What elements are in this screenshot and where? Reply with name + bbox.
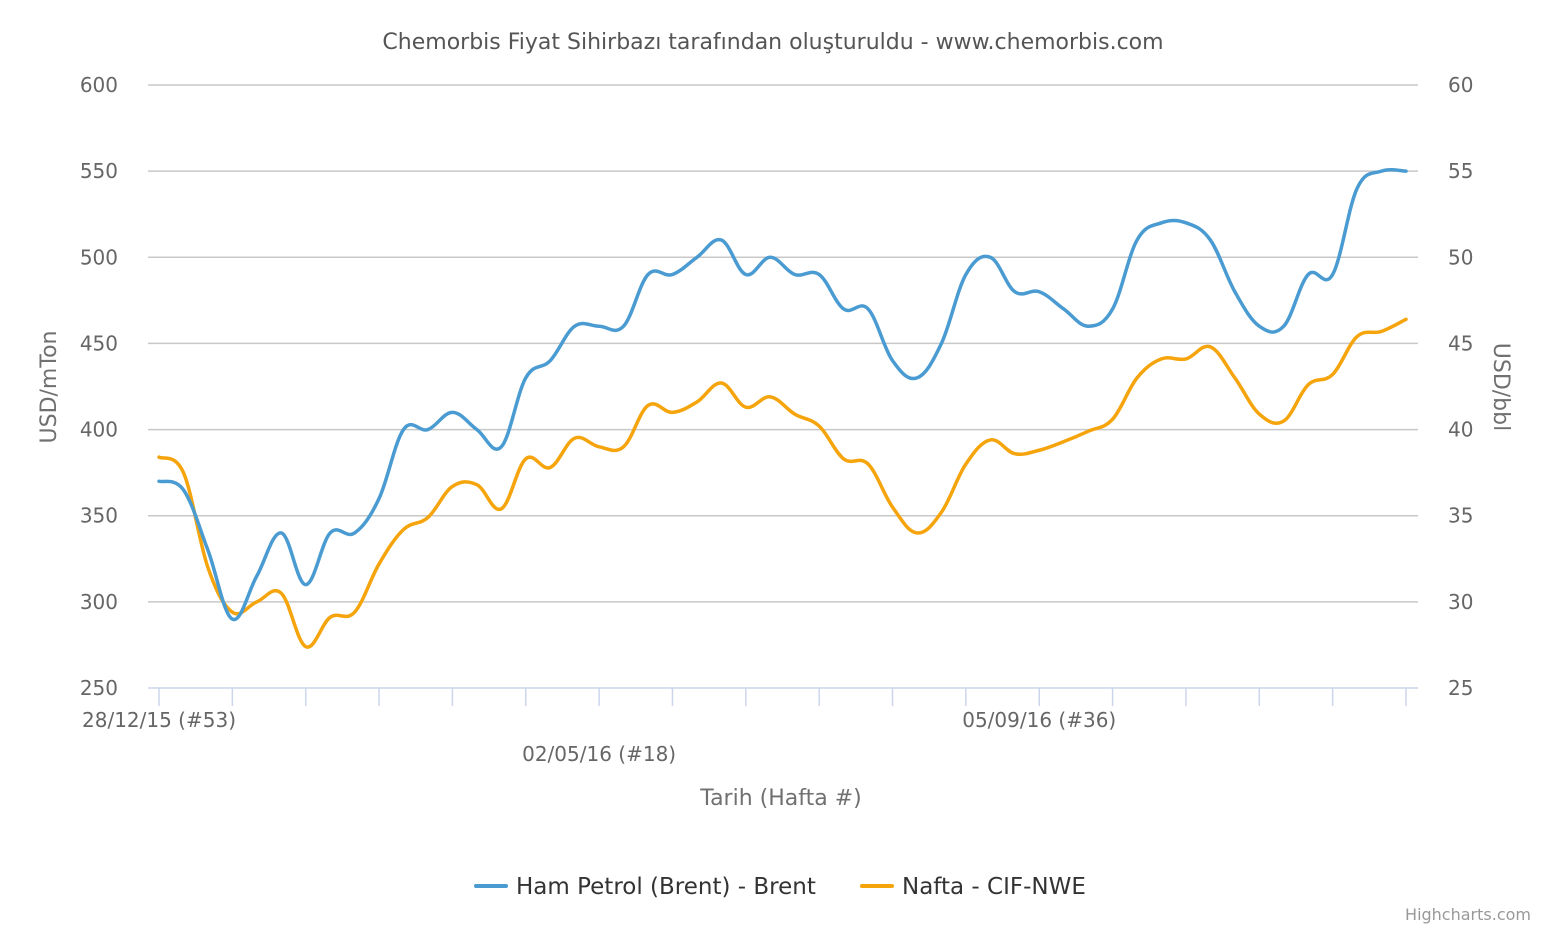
- y-tick-label-left: 450: [80, 331, 118, 355]
- x-axis-title: Tarih (Hafta #): [699, 786, 861, 811]
- legend-item-brent[interactable]: Ham Petrol (Brent) - Brent: [474, 874, 816, 900]
- y-tick-label-left: 350: [80, 504, 118, 528]
- y-tick-label-right: 30: [1448, 590, 1473, 614]
- legend-item-nafta[interactable]: Nafta - CIF-NWE: [860, 874, 1086, 900]
- y-tick-label-left: 600: [80, 73, 118, 97]
- legend-label: Ham Petrol (Brent) - Brent: [516, 874, 816, 900]
- right-y-axis: 25 30 35 40 45 50 55 60: [1448, 73, 1473, 700]
- series-group: [157, 168, 1408, 649]
- y-tick-label-left: 550: [80, 159, 118, 183]
- grid: [148, 84, 1418, 603]
- y-tick-label-right: 55: [1448, 159, 1473, 183]
- x-tick-label: 02/05/16 (#18): [522, 742, 676, 766]
- x-axis: 28/12/15 (#53) 02/05/16 (#18) 05/09/16 (#3…: [82, 687, 1418, 766]
- series-line-brent[interactable]: [157, 168, 1408, 621]
- x-tick-label: 28/12/15 (#53): [82, 708, 236, 732]
- y-tick-label-right: 35: [1448, 504, 1473, 528]
- x-tick-label: 05/09/16 (#36): [962, 708, 1116, 732]
- y-tick-label-right: 50: [1448, 245, 1473, 269]
- y-tick-label-left: 300: [80, 590, 118, 614]
- legend: Ham Petrol (Brent) - Brent Nafta - CIF-NW…: [474, 874, 1086, 900]
- y-tick-label-right: 45: [1448, 331, 1473, 355]
- y-axis-title-right: USD/bbl: [1488, 343, 1513, 431]
- y-tick-label-left: 250: [80, 676, 118, 700]
- y-tick-label-left: 400: [80, 418, 118, 442]
- y-tick-label-left: 500: [80, 245, 118, 269]
- y-axis-title-left: USD/mTon: [37, 331, 62, 444]
- legend-label: Nafta - CIF-NWE: [902, 874, 1086, 900]
- credits[interactable]: Highcharts.com: [1405, 905, 1531, 924]
- y-tick-label-right: 25: [1448, 676, 1473, 700]
- y-tick-label-right: 40: [1448, 418, 1473, 442]
- left-y-axis: 250 300 350 400 450 500 550 600: [80, 73, 118, 700]
- y-tick-label-right: 60: [1448, 73, 1473, 97]
- series-line-nafta[interactable]: [157, 317, 1408, 649]
- chart-title: Chemorbis Fiyat Sihirbazı tarafından olu…: [382, 30, 1163, 55]
